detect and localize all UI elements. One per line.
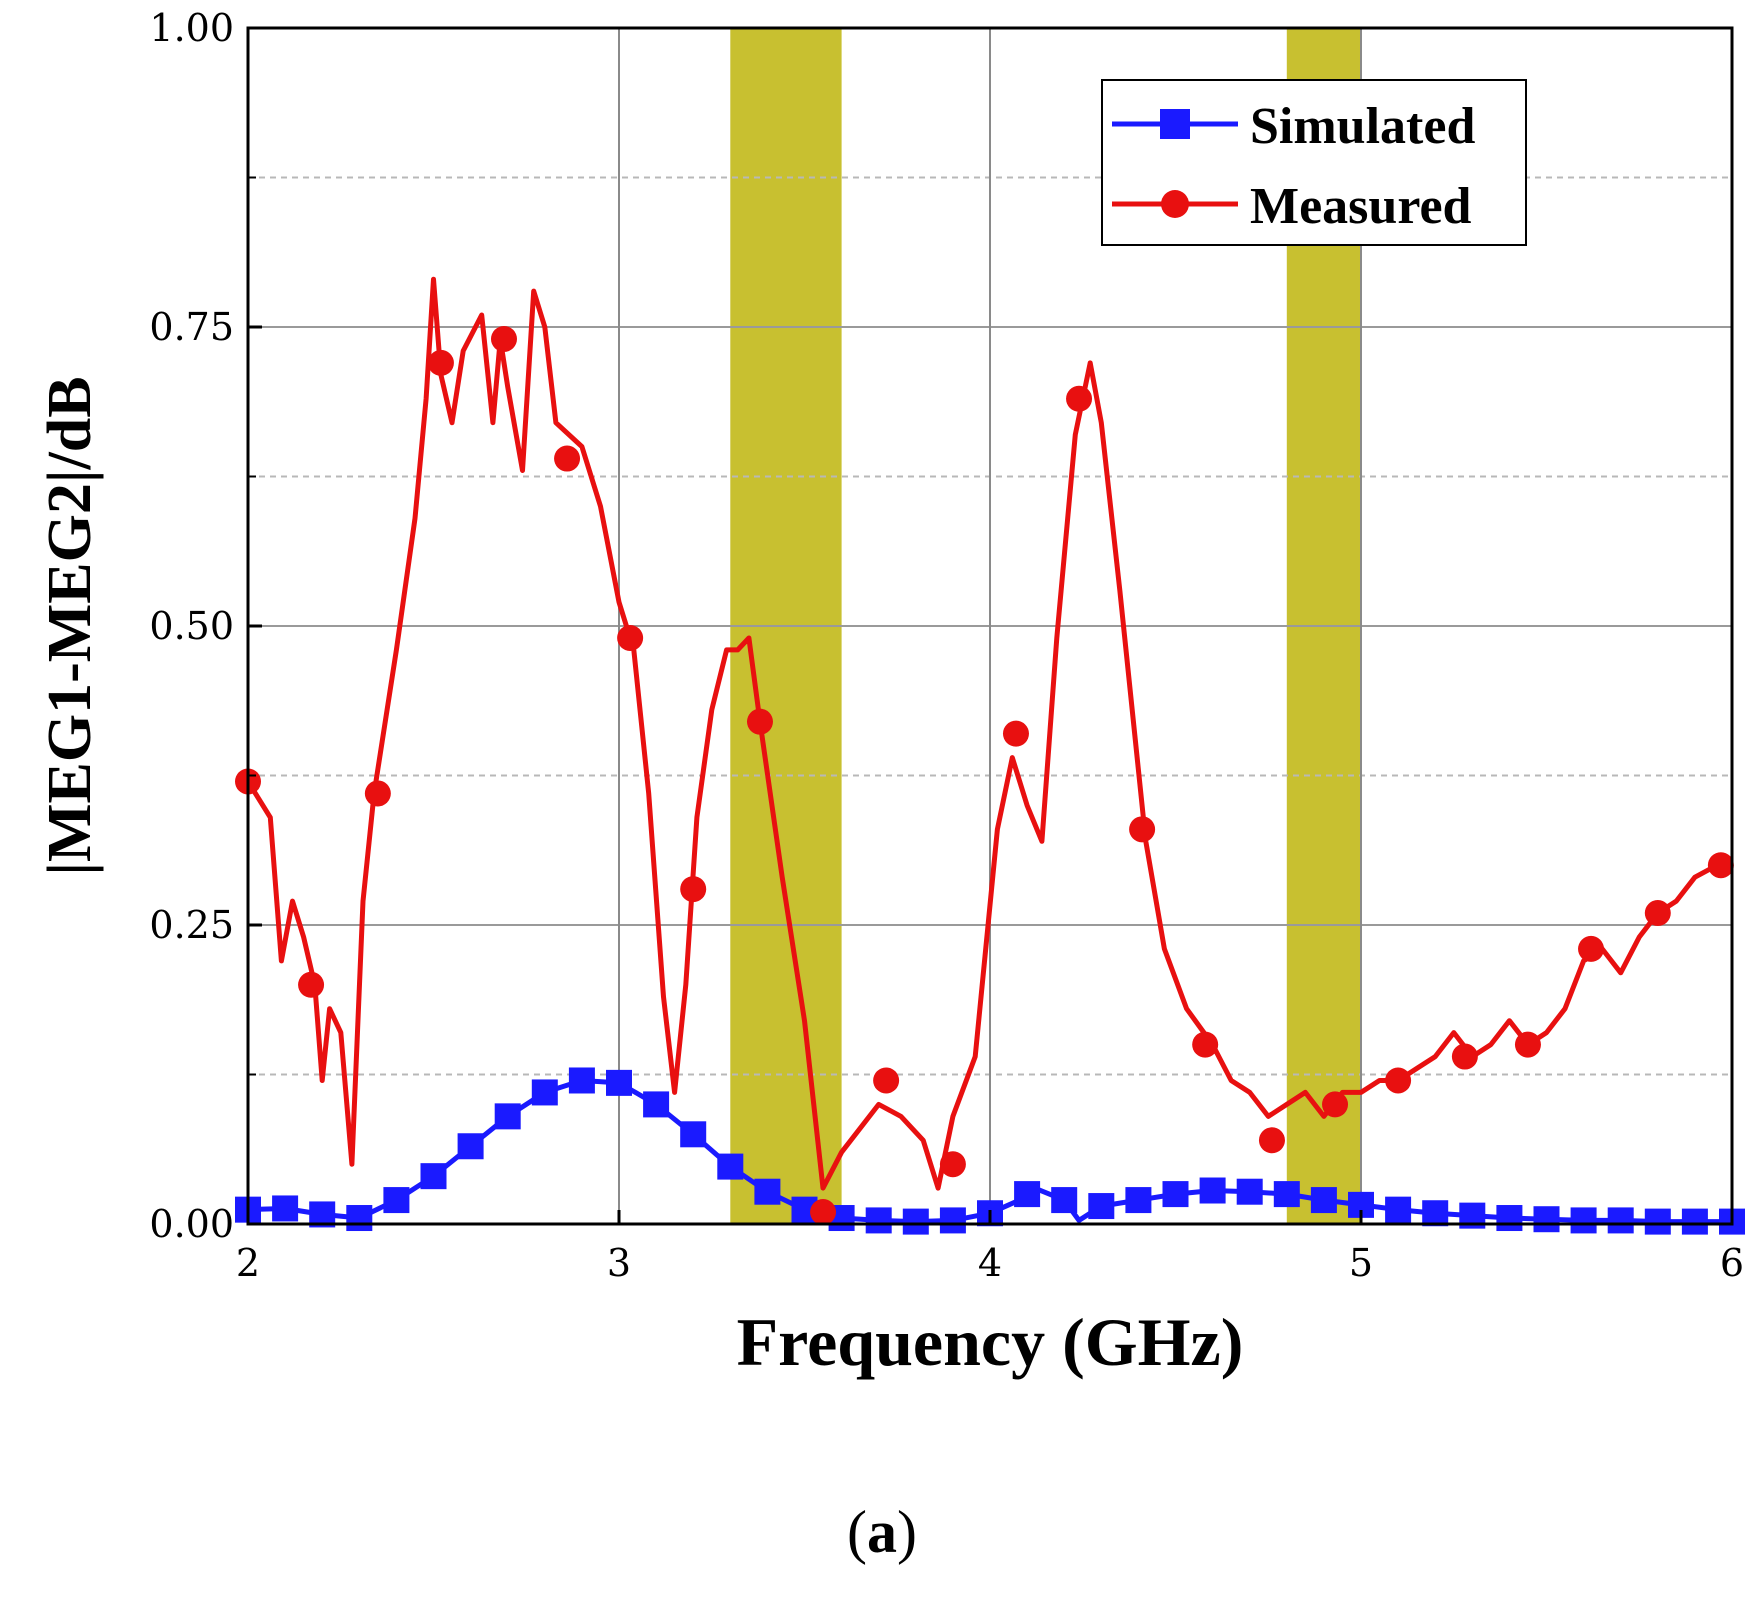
measured-marker [746, 708, 773, 735]
measured-marker [1451, 1043, 1478, 1070]
measured-marker [1514, 1031, 1541, 1058]
caption-letter: a [867, 1499, 897, 1565]
simulated-marker [1570, 1207, 1597, 1234]
simulated-marker [272, 1195, 299, 1222]
simulated-marker [1310, 1187, 1337, 1214]
y-tick-label: 0.75 [149, 305, 234, 349]
simulated-marker [568, 1067, 595, 1094]
measured-marker [680, 876, 707, 903]
simulated-marker [383, 1187, 410, 1214]
simulated-marker [1088, 1193, 1115, 1220]
simulated-marker [643, 1091, 670, 1118]
simulated-marker [1644, 1208, 1671, 1235]
legend-simulated-label: Simulated [1250, 98, 1475, 155]
measured-marker [939, 1151, 966, 1178]
simulated-marker [531, 1079, 558, 1106]
legend-simulated-marker [1160, 109, 1190, 139]
simulated-marker [1273, 1181, 1300, 1208]
simulated-marker [457, 1133, 484, 1160]
measured-marker [1644, 900, 1671, 927]
measured-marker [1578, 935, 1605, 962]
simulated-marker [1607, 1207, 1634, 1234]
simulated-marker [939, 1207, 966, 1234]
simulated-marker [606, 1069, 632, 1096]
measured-marker [617, 624, 644, 651]
measured-marker [554, 445, 581, 472]
simulated-marker [346, 1205, 373, 1232]
simulated-marker [1385, 1196, 1412, 1223]
x-tick-label: 4 [978, 1241, 1002, 1285]
y-tick-label: 0.25 [149, 903, 234, 947]
y-tick-label: 0.00 [149, 1202, 234, 1246]
measured-marker [364, 780, 391, 807]
simulated-marker [1051, 1187, 1078, 1214]
simulated-marker [902, 1208, 929, 1235]
measured-marker [873, 1067, 900, 1094]
measured-marker [1129, 816, 1156, 843]
simulated-marker [1533, 1206, 1560, 1233]
simulated-marker [1014, 1181, 1041, 1208]
simulated-marker [754, 1178, 781, 1205]
y-tick-label: 0.50 [149, 604, 234, 648]
x-tick-label: 5 [1349, 1241, 1373, 1285]
measured-marker [1066, 385, 1093, 412]
simulated-marker [865, 1207, 892, 1234]
figure-caption: (a) [847, 1499, 917, 1565]
x-axis-title: Frequency (GHz) [737, 1304, 1244, 1380]
axis-ticks: 2 3 4 5 6 0.00 0.25 0.50 0.75 1.00 [149, 6, 1744, 1285]
measured-marker [1002, 720, 1029, 747]
simulated-marker [1199, 1177, 1226, 1204]
measured-marker [1707, 852, 1734, 879]
simulated-marker [420, 1163, 447, 1190]
simulated-marker [1422, 1200, 1449, 1227]
series-line-measured [245, 276, 1732, 1191]
simulated-marker [1496, 1205, 1523, 1232]
measured-marker [427, 349, 454, 376]
simulated-marker [1125, 1187, 1152, 1214]
simulated-marker [717, 1153, 744, 1180]
y-axis-title: |MEG1-MEG2|/dB [36, 376, 104, 875]
measured-marker [490, 325, 517, 352]
measured-marker [810, 1199, 837, 1226]
simulated-marker [1681, 1208, 1708, 1235]
measured-marker [1385, 1067, 1412, 1094]
caption-open: ( [847, 1499, 867, 1565]
x-tick-label: 2 [236, 1241, 260, 1285]
measured-marker [1258, 1127, 1285, 1154]
caption-close: ) [897, 1499, 917, 1565]
y-tick-label: 1.00 [149, 6, 234, 50]
legend-measured-label: Measured [1250, 178, 1472, 235]
simulated-marker [494, 1103, 521, 1130]
measured-marker [1192, 1031, 1219, 1058]
legend-measured-marker [1161, 190, 1189, 218]
simulated-marker [680, 1121, 707, 1148]
x-tick-label: 6 [1720, 1241, 1744, 1285]
simulated-marker [1162, 1181, 1189, 1208]
x-tick-label: 3 [607, 1241, 631, 1285]
measured-marker [298, 971, 325, 998]
simulated-marker [1236, 1178, 1263, 1205]
legend: Simulated Measured [1101, 79, 1527, 246]
measured-marker [1322, 1091, 1349, 1118]
